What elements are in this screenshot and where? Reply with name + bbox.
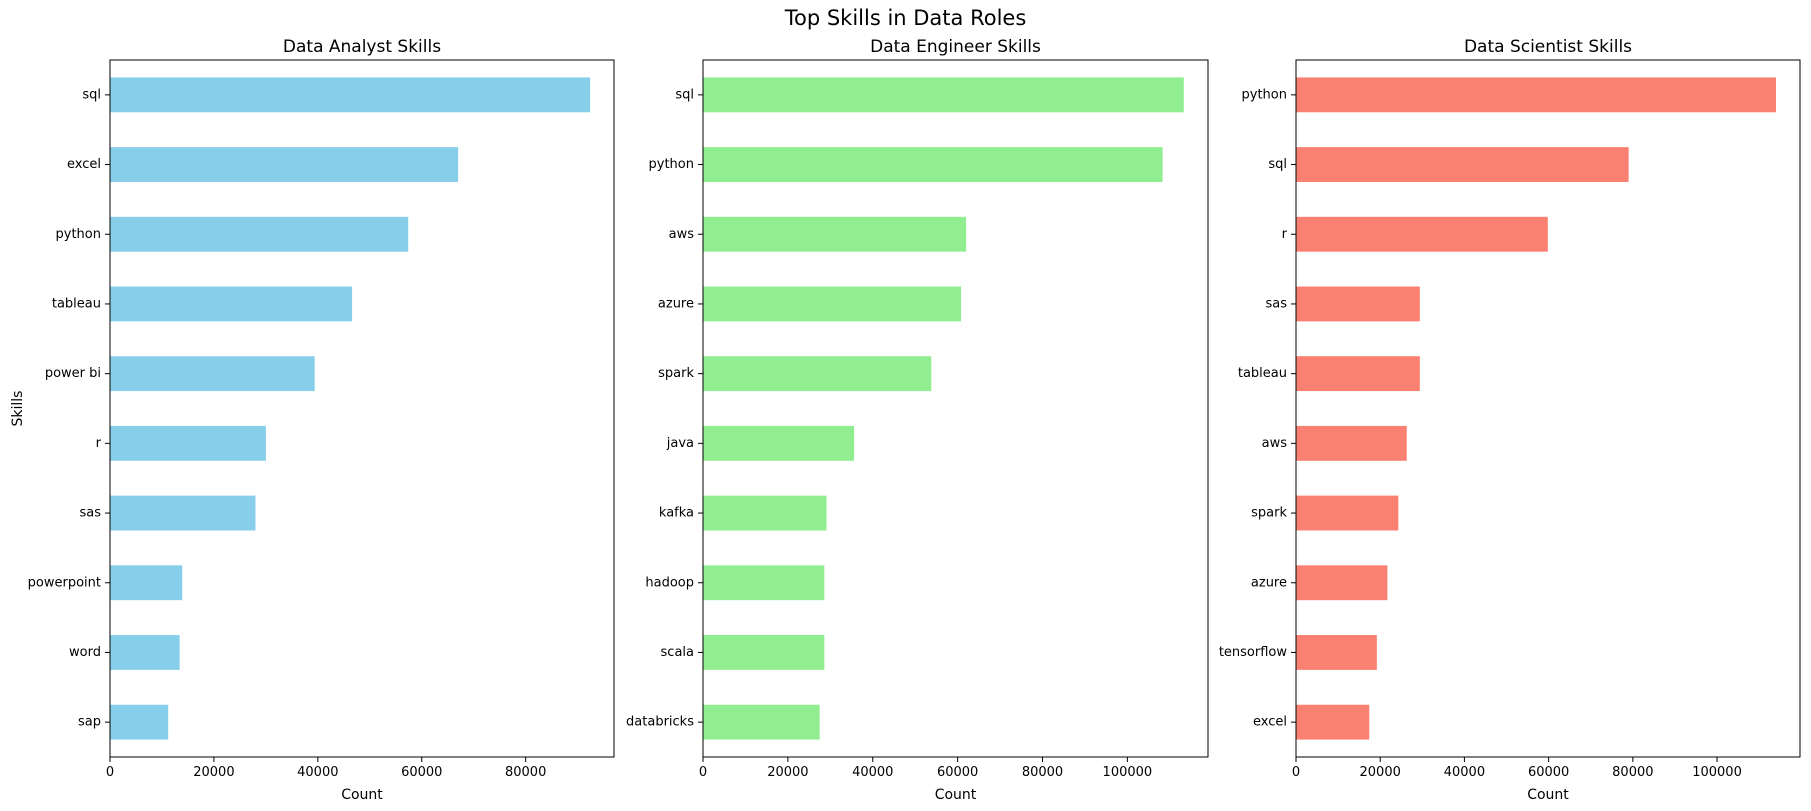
y-tick-label: spark bbox=[1251, 506, 1287, 521]
x-axis-label: Count bbox=[1527, 787, 1569, 803]
y-tick-label: tableau bbox=[52, 296, 101, 311]
y-tick-label: excel bbox=[67, 157, 101, 172]
y-tick-label: sap bbox=[78, 715, 101, 730]
y-tick-label: aws bbox=[669, 227, 695, 242]
y-axis-label: Skills bbox=[10, 391, 26, 427]
bar-python bbox=[703, 147, 1163, 182]
x-tick-label: 80000 bbox=[505, 765, 546, 780]
bar-spark bbox=[1296, 495, 1399, 531]
bar-sas bbox=[110, 495, 256, 531]
y-tick-label: sql bbox=[675, 87, 694, 102]
y-tick-label: azure bbox=[658, 296, 694, 311]
x-tick-label: 80000 bbox=[1022, 765, 1063, 780]
x-axis-label: Count bbox=[935, 787, 977, 803]
y-tick-label: word bbox=[69, 645, 101, 660]
bar-databricks bbox=[703, 704, 820, 740]
x-tick-label: 0 bbox=[1292, 765, 1300, 780]
axes-frame bbox=[702, 59, 1209, 758]
bar-kafka bbox=[703, 495, 827, 531]
x-tick-label: 40000 bbox=[1444, 765, 1485, 780]
x-tick-label: 40000 bbox=[297, 765, 338, 780]
y-tick-label: kafka bbox=[659, 506, 694, 521]
bar-hadoop bbox=[703, 565, 825, 601]
chart-panels: sql excel python tableau power bi r sas powerpo… bbox=[10, 37, 1801, 803]
bar-sql bbox=[703, 77, 1184, 113]
bar-azure bbox=[1296, 565, 1388, 601]
axes-title: Data Analyst Skills bbox=[283, 37, 441, 57]
y-tick-label: java bbox=[666, 436, 694, 451]
chart-panel-2: sql python aws azure spark java kafka hadoop sca… bbox=[626, 37, 1209, 803]
bar-python bbox=[1296, 77, 1776, 113]
y-tick-label: hadoop bbox=[645, 575, 694, 590]
bar-tableau bbox=[1296, 356, 1420, 392]
figure-title: Top Skills in Data Roles bbox=[784, 6, 1027, 30]
y-tick-label: r bbox=[1282, 227, 1288, 242]
bar-r bbox=[1296, 216, 1548, 252]
bar-sas bbox=[1296, 286, 1420, 322]
y-tick-label: sql bbox=[1268, 157, 1287, 172]
axes-frame bbox=[109, 59, 615, 758]
y-tick-label: spark bbox=[658, 366, 694, 381]
bar-powerpoint bbox=[110, 565, 183, 601]
y-tick-label: sas bbox=[79, 506, 101, 521]
y-tick-label: tensorflow bbox=[1219, 645, 1288, 660]
x-tick-label: 0 bbox=[106, 765, 114, 780]
y-tick-label: python bbox=[56, 227, 101, 242]
y-tick-label: aws bbox=[1262, 436, 1288, 451]
chart-panel-3: python sql r sas tableau aws spark azure tensorf… bbox=[1219, 37, 1801, 803]
bar-spark bbox=[703, 356, 932, 392]
y-tick-label: power bi bbox=[45, 366, 101, 381]
bar-aws bbox=[1296, 425, 1407, 461]
x-tick-label: 60000 bbox=[401, 765, 442, 780]
bar-power-bi bbox=[110, 356, 315, 392]
x-tick-label: 0 bbox=[699, 765, 707, 780]
y-tick-label: azure bbox=[1251, 575, 1287, 590]
y-tick-label: excel bbox=[1253, 715, 1287, 730]
y-tick-label: sql bbox=[82, 87, 101, 102]
x-axis-label: Count bbox=[341, 787, 383, 803]
bar-sap bbox=[110, 704, 169, 740]
bar-scala bbox=[703, 635, 825, 670]
x-tick-label: 20000 bbox=[767, 765, 808, 780]
chart-panel-1: sql excel python tableau power bi r sas powerpo… bbox=[10, 37, 615, 803]
y-tick-label: sas bbox=[1265, 296, 1287, 311]
y-tick-label: tableau bbox=[1238, 366, 1287, 381]
bar-tableau bbox=[110, 286, 353, 322]
y-tick-label: r bbox=[96, 436, 102, 451]
x-tick-label: 20000 bbox=[1360, 765, 1401, 780]
bar-excel bbox=[110, 147, 459, 182]
axes-frame bbox=[1295, 59, 1801, 758]
x-tick-label: 40000 bbox=[852, 765, 893, 780]
axes-title: Data Scientist Skills bbox=[1464, 37, 1632, 57]
y-tick-label: databricks bbox=[626, 715, 694, 730]
bar-aws bbox=[703, 216, 967, 252]
bar-sql bbox=[110, 77, 591, 113]
x-tick-label: 100000 bbox=[1103, 765, 1153, 780]
x-tick-label: 100000 bbox=[1692, 765, 1742, 780]
bar-excel bbox=[1296, 704, 1370, 740]
x-tick-label: 80000 bbox=[1612, 765, 1653, 780]
x-tick-label: 20000 bbox=[193, 765, 234, 780]
axes-title: Data Engineer Skills bbox=[870, 37, 1041, 57]
x-tick-label: 60000 bbox=[1528, 765, 1569, 780]
y-tick-label: powerpoint bbox=[28, 575, 101, 590]
bar-azure bbox=[703, 286, 962, 322]
bar-sql bbox=[1296, 147, 1629, 182]
y-tick-label: scala bbox=[661, 645, 694, 660]
y-tick-label: python bbox=[649, 157, 694, 172]
bar-python bbox=[110, 216, 409, 252]
bar-r bbox=[110, 425, 266, 461]
bar-tensorflow bbox=[1296, 635, 1377, 670]
bar-word bbox=[110, 635, 180, 670]
bar-java bbox=[703, 425, 855, 461]
y-tick-label: python bbox=[1242, 87, 1287, 102]
x-tick-label: 60000 bbox=[937, 765, 978, 780]
